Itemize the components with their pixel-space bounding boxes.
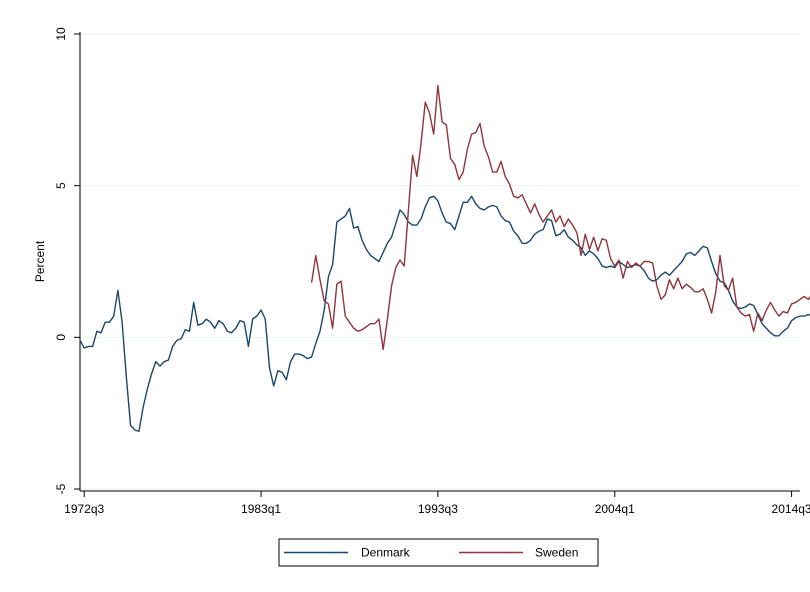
x-axis-ticks: 1972q3 1983q1 1993q3 2004q1 2014q3 [64,491,810,516]
series-lines [79,84,810,433]
y-axis-ticks: -5 0 5 10 [54,27,80,494]
x-tick-label: 1972q3 [64,502,104,516]
y-tick-label: 10 [54,27,68,41]
y-tick-label: 5 [54,182,68,189]
x-tick-label: 1993q3 [418,502,458,516]
legend-label-sweden: Sweden [535,546,578,560]
series-line-sweden [310,84,810,351]
y-axis-title: Percent [33,240,47,282]
series-line-denmark [79,195,810,433]
x-tick-label: 2004q1 [595,502,635,516]
gridlines [80,33,800,490]
y-tick-label: 0 [54,334,68,341]
x-tick-label: 1983q1 [241,502,281,516]
y-tick-label: -5 [54,483,68,494]
legend-label-denmark: Denmark [361,546,411,560]
legend: Denmark Sweden [278,538,599,567]
x-tick-label: 2014q3 [772,502,810,516]
